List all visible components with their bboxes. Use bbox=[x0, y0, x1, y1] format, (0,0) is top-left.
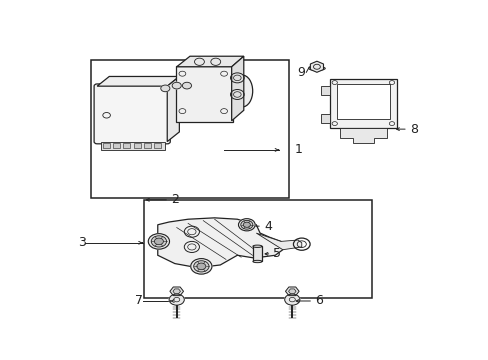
Bar bbox=[336, 84, 389, 119]
Polygon shape bbox=[167, 76, 179, 141]
Text: 4: 4 bbox=[264, 220, 271, 233]
FancyBboxPatch shape bbox=[94, 84, 170, 144]
Bar bbox=[143, 143, 151, 148]
Circle shape bbox=[154, 238, 163, 245]
Polygon shape bbox=[231, 56, 244, 121]
Bar bbox=[329, 79, 396, 128]
Circle shape bbox=[193, 261, 208, 272]
Circle shape bbox=[240, 220, 252, 229]
Circle shape bbox=[182, 82, 191, 89]
Text: 6: 6 bbox=[314, 294, 322, 307]
Bar bbox=[154, 143, 161, 148]
Polygon shape bbox=[288, 289, 295, 294]
Circle shape bbox=[161, 85, 169, 92]
Text: 7: 7 bbox=[134, 294, 142, 307]
Polygon shape bbox=[173, 289, 180, 294]
Polygon shape bbox=[158, 218, 282, 268]
Polygon shape bbox=[97, 76, 179, 86]
Circle shape bbox=[169, 294, 184, 305]
FancyBboxPatch shape bbox=[175, 66, 232, 122]
Text: 8: 8 bbox=[409, 123, 417, 136]
Circle shape bbox=[190, 258, 211, 274]
Polygon shape bbox=[169, 287, 183, 296]
Circle shape bbox=[148, 234, 169, 249]
Polygon shape bbox=[256, 233, 301, 250]
Bar bbox=[91, 60, 288, 198]
Circle shape bbox=[151, 236, 166, 247]
Text: 5: 5 bbox=[273, 247, 281, 260]
Bar bbox=[320, 114, 329, 123]
Bar bbox=[320, 86, 329, 95]
Ellipse shape bbox=[252, 245, 262, 247]
Polygon shape bbox=[339, 128, 386, 143]
Ellipse shape bbox=[308, 67, 325, 70]
Circle shape bbox=[243, 222, 250, 227]
Bar bbox=[123, 143, 130, 148]
Polygon shape bbox=[310, 61, 323, 72]
Text: 2: 2 bbox=[171, 193, 179, 206]
Text: 3: 3 bbox=[78, 236, 86, 249]
Text: 9: 9 bbox=[297, 66, 305, 79]
Bar bbox=[113, 143, 120, 148]
Bar bbox=[133, 143, 141, 148]
Circle shape bbox=[238, 219, 255, 231]
Circle shape bbox=[172, 82, 181, 89]
Polygon shape bbox=[176, 56, 244, 67]
Circle shape bbox=[284, 294, 299, 305]
Bar bbox=[144, 200, 371, 298]
Bar bbox=[252, 246, 262, 261]
Text: 1: 1 bbox=[294, 143, 302, 157]
Polygon shape bbox=[101, 141, 165, 150]
Ellipse shape bbox=[231, 75, 252, 107]
Circle shape bbox=[197, 263, 205, 270]
Polygon shape bbox=[285, 287, 299, 296]
Ellipse shape bbox=[252, 260, 262, 263]
Bar bbox=[102, 143, 110, 148]
